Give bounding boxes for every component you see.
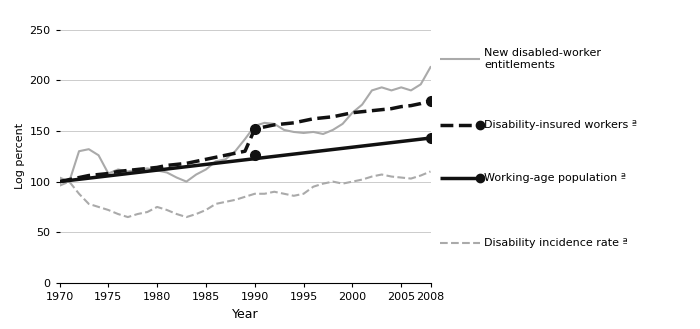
Text: New disabled-worker
entitlements: New disabled-worker entitlements — [484, 48, 601, 70]
Text: Disability-insured workers ª: Disability-insured workers ª — [484, 120, 638, 130]
X-axis label: Year: Year — [232, 308, 258, 320]
Y-axis label: Log percent: Log percent — [15, 123, 25, 189]
Text: Disability incidence rate ª: Disability incidence rate ª — [484, 239, 628, 248]
Text: Working-age population ª: Working-age population ª — [484, 173, 626, 183]
